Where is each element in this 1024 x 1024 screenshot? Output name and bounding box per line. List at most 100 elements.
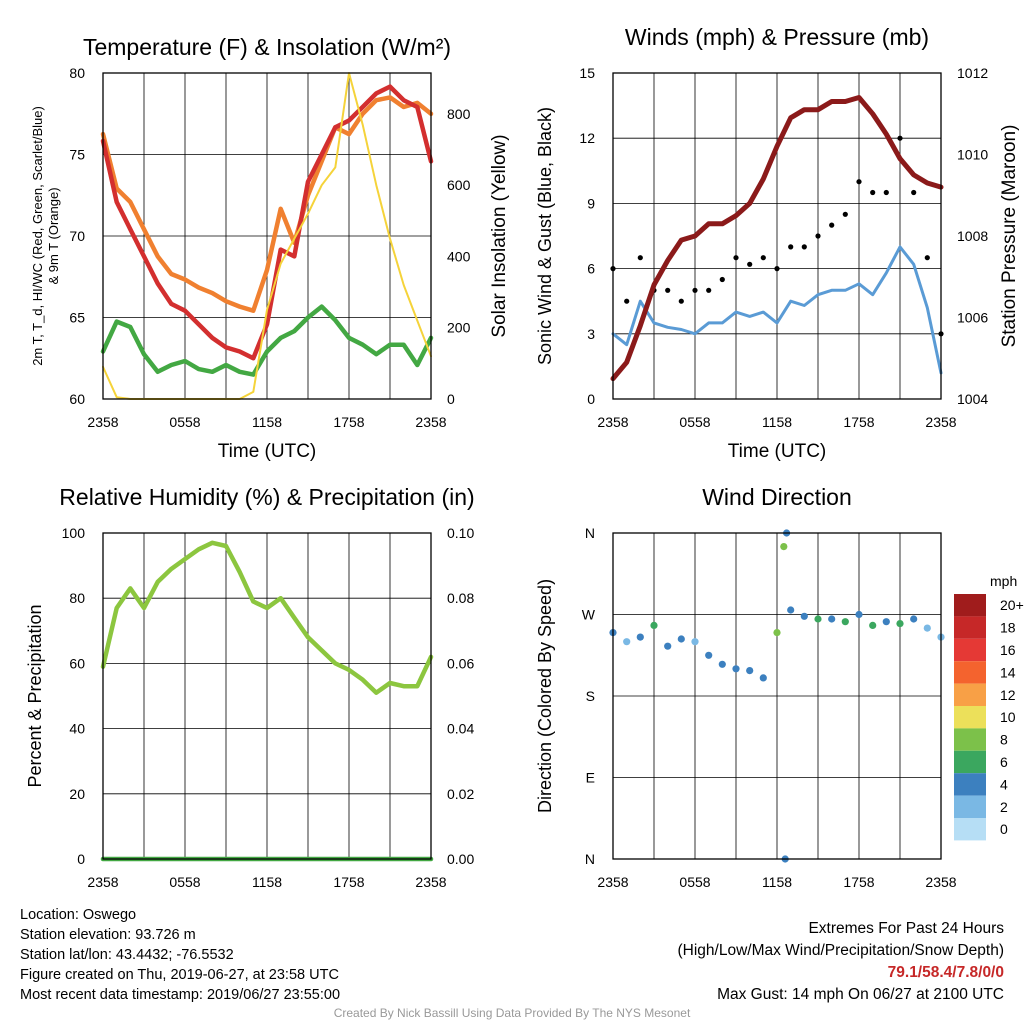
direction-point — [814, 615, 822, 623]
y2-tick-label: 1008 — [957, 228, 988, 244]
y2-tick-label: 1004 — [957, 391, 988, 407]
max-gust: Max Gust: 14 mph On 06/27 at 2100 UTC — [717, 986, 1004, 1003]
y-tick-label: 15 — [579, 65, 595, 81]
direction-point — [623, 638, 631, 646]
chart-panel-3: Relative Humidity (%) & Precipitation (i… — [25, 484, 475, 890]
x-tick-label: 2358 — [597, 414, 628, 430]
y-tick-label: 60 — [69, 655, 85, 671]
direction-point — [759, 674, 767, 682]
y-tick-label: 100 — [62, 525, 86, 541]
legend-title: mph — [990, 573, 1017, 589]
legend-label: 14 — [1000, 664, 1016, 680]
gust-point — [760, 255, 766, 261]
gust-point — [924, 255, 930, 261]
y2-tick-label: 0.06 — [447, 655, 474, 671]
credit-line: Created By Nick Bassill Using Data Provi… — [333, 1006, 691, 1020]
y-axis-label-line: & 9m T (Orange) — [46, 187, 61, 284]
series-line-1 — [611, 245, 943, 375]
y2-tick-label: 0 — [447, 391, 455, 407]
direction-point — [746, 667, 754, 675]
direction-point — [828, 615, 836, 623]
legend-label: 12 — [1000, 687, 1016, 703]
gust-point — [883, 189, 889, 196]
x-tick-label: 2358 — [597, 874, 628, 890]
figure-created: Figure created on Thu, 2019-06-27, at 23… — [20, 967, 339, 983]
direction-point — [780, 543, 788, 551]
y2-tick-label: 0.08 — [447, 590, 474, 606]
x-tick-label: 0558 — [679, 874, 710, 890]
direction-point — [855, 610, 863, 619]
direction-point — [636, 633, 644, 641]
x-tick-label: 1758 — [843, 874, 874, 890]
gust-point — [856, 179, 862, 185]
y2-tick-label: 600 — [447, 177, 471, 193]
x-tick-label: 2358 — [87, 874, 118, 890]
y-tick-label: 65 — [69, 310, 85, 326]
direction-point — [923, 624, 931, 632]
direction-point — [677, 635, 685, 643]
legend-label: 2 — [1000, 799, 1008, 815]
y2-tick-label: 1010 — [957, 147, 988, 163]
x-tick-label: 2358 — [415, 874, 446, 890]
y-tick-label: N — [585, 525, 595, 541]
y-tick-label: N — [585, 851, 595, 867]
series-line-1 — [100, 540, 434, 695]
y2-tick-label: 0.04 — [447, 721, 474, 737]
y2-tick-label: 0.00 — [447, 851, 474, 867]
x-tick-label: 2358 — [87, 414, 118, 430]
x-tick-label: 1158 — [762, 414, 792, 430]
x-tick-label: 1758 — [843, 414, 874, 430]
x-tick-label: 1158 — [762, 874, 792, 890]
direction-point — [787, 606, 795, 614]
series-line-3 — [100, 304, 434, 377]
gust-point — [911, 189, 917, 196]
x-tick-label: 1158 — [252, 874, 282, 890]
chart-title: Wind Direction — [702, 484, 852, 510]
legend-swatch — [954, 728, 986, 751]
y-tick-label: 0 — [587, 391, 595, 407]
plot-frame — [102, 72, 432, 400]
chart-title: Temperature (F) & Insolation (W/m²) — [83, 34, 451, 60]
extremes-subtitle: (High/Low/Max Wind/Precipitation/Snow De… — [677, 942, 1005, 959]
gust-point — [774, 266, 780, 272]
direction-point — [896, 620, 904, 628]
y-axis-label: 2m T, T_d, HI/WC (Red, Green, Scarlet/Bl… — [30, 106, 61, 366]
y2-tick-label: 200 — [447, 320, 471, 336]
direction-point — [732, 665, 740, 673]
y-tick-label: S — [586, 688, 595, 704]
y-tick-label: 12 — [579, 130, 595, 146]
gust-point — [719, 276, 725, 283]
extremes-title: Extremes For Past 24 Hours — [808, 920, 1004, 937]
plot-frame — [102, 532, 432, 860]
legend-swatch — [954, 594, 986, 617]
y2-tick-label: 0.10 — [447, 525, 474, 541]
direction-point — [718, 660, 726, 668]
legend-swatch — [954, 638, 986, 662]
y2-tick-label: 1012 — [957, 65, 988, 81]
x-tick-label: 2358 — [925, 874, 956, 890]
gust-point — [692, 287, 698, 293]
station-latlon: Station lat/lon: 43.4432; -76.5532 — [20, 947, 234, 963]
x-axis-label: Time (UTC) — [728, 441, 827, 462]
y-tick-label: 70 — [69, 228, 85, 244]
legend-label: 16 — [1000, 642, 1016, 658]
legend-label: 6 — [1000, 754, 1008, 770]
x-tick-label: 1758 — [333, 414, 364, 430]
y-tick-label: E — [586, 770, 595, 786]
x-axis-label: Time (UTC) — [218, 441, 317, 462]
direction-point — [800, 612, 808, 620]
x-tick-label: 1158 — [252, 414, 282, 430]
y2-axis-label: Solar Insolation (Yellow) — [489, 134, 510, 337]
legend-swatch — [954, 750, 986, 774]
x-tick-label: 0558 — [679, 414, 710, 430]
legend-swatch — [954, 818, 986, 841]
legend-swatch — [954, 616, 986, 639]
legend-label: 8 — [1000, 732, 1008, 748]
series-line-3 — [610, 95, 944, 382]
direction-point — [910, 615, 918, 623]
x-tick-label: 0558 — [169, 414, 200, 430]
legend-swatch — [954, 795, 986, 818]
extremes-summary: Extremes For Past 24 Hours (High/Low/Max… — [678, 918, 1005, 1006]
y-tick-label: W — [582, 607, 596, 623]
